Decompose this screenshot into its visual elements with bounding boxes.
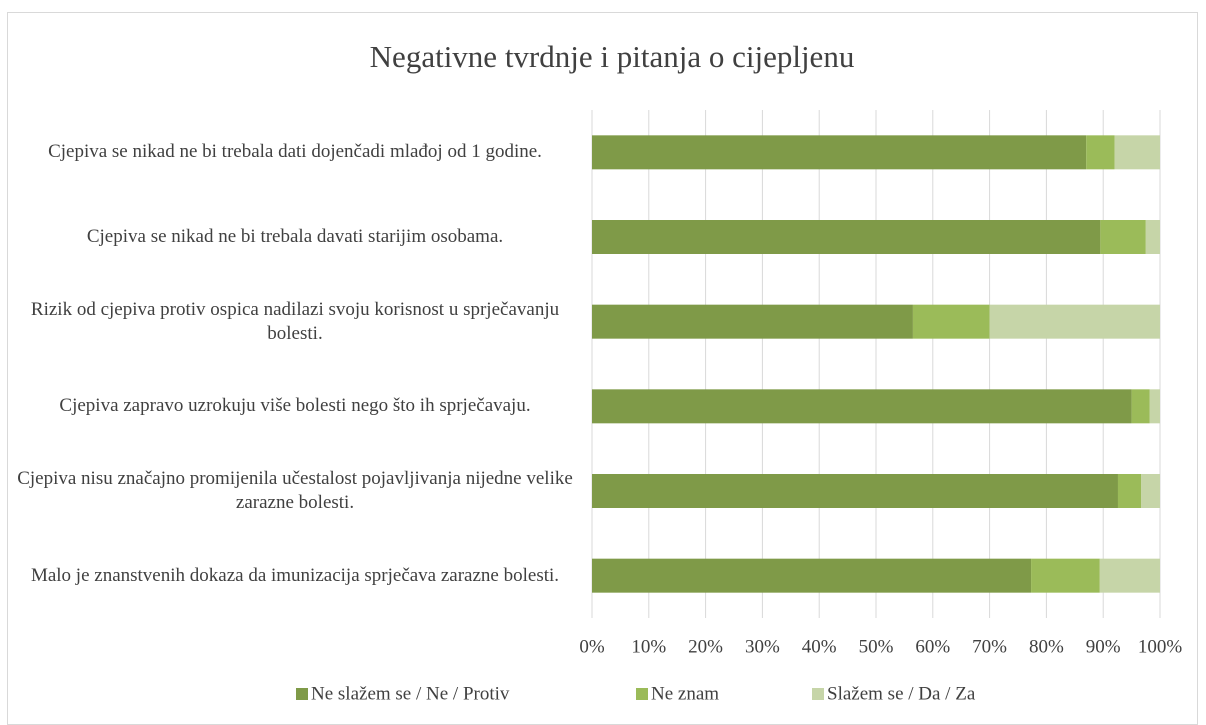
x-tick-label: 70%: [972, 636, 1007, 657]
x-tick-label: 30%: [745, 636, 780, 657]
bar: [1141, 474, 1160, 508]
legend-swatch: [812, 688, 824, 700]
x-tick-label: 60%: [915, 636, 950, 657]
y-tick-label: Cjepiva se nikad ne bi trebala dati doje…: [48, 141, 542, 163]
x-tick-label: 90%: [1086, 636, 1121, 657]
bar: [1100, 220, 1146, 254]
bar: [592, 474, 1118, 508]
x-tick-label: 10%: [631, 636, 666, 657]
bar: [912, 304, 990, 339]
x-tick-label: 20%: [688, 636, 723, 657]
bar: [1114, 135, 1160, 170]
chart-border: [7, 12, 1198, 725]
legend-swatch: [296, 688, 308, 700]
x-tick-label: 50%: [859, 636, 894, 657]
bar: [592, 220, 1101, 254]
legend-label: Ne znam: [651, 683, 719, 704]
bar: [1149, 389, 1160, 424]
x-tick-label: 40%: [802, 636, 837, 657]
legend-label: Ne slažem se / Ne / Protiv: [311, 683, 510, 704]
bar: [592, 558, 1032, 593]
y-tick-label: Rizik od cjepiva protiv ospica nadilazi …: [30, 298, 560, 344]
bar: [1099, 558, 1160, 593]
bar: [1145, 220, 1160, 254]
bar: [1031, 558, 1100, 593]
bar: [989, 304, 1160, 339]
x-tick-label: 80%: [1029, 636, 1064, 657]
y-tick-label: Cjepiva nisu značajno promijenila učesta…: [17, 468, 573, 513]
y-tick-label: Cjepiva zapravo uzrokuju više bolesti ne…: [59, 395, 531, 417]
x-tick-label: 0%: [579, 636, 605, 657]
bar: [1086, 135, 1115, 170]
bar: [1131, 389, 1150, 424]
bar: [592, 304, 913, 339]
bar: [592, 135, 1087, 170]
y-tick-label: Cjepiva se nikad ne bi trebala davati st…: [86, 226, 504, 247]
legend-swatch: [636, 688, 648, 700]
chart-title: Negativne tvrdnje i pitanja o cijepljenu: [370, 39, 855, 74]
legend-label: Slažem se / Da / Za: [827, 683, 976, 704]
bar: [592, 389, 1132, 424]
y-tick-label: Malo je znanstvenih dokaza da imunizacij…: [30, 564, 560, 586]
bar: [1117, 474, 1142, 508]
x-tick-label: 100%: [1138, 636, 1183, 657]
